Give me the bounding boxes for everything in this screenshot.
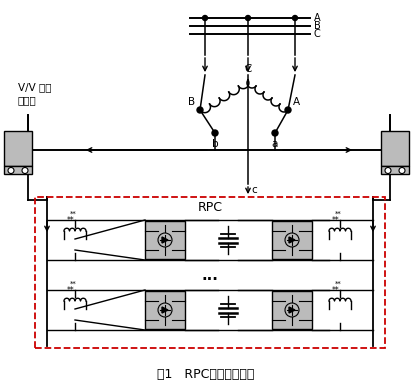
Bar xyxy=(4,165,32,174)
Circle shape xyxy=(385,167,391,174)
Bar xyxy=(4,131,32,165)
Circle shape xyxy=(22,167,28,174)
Text: C: C xyxy=(314,29,321,39)
Text: **: ** xyxy=(70,211,76,217)
Circle shape xyxy=(158,233,172,247)
Text: C: C xyxy=(244,64,252,74)
Bar xyxy=(272,291,312,329)
Circle shape xyxy=(272,130,278,136)
Bar xyxy=(35,197,385,348)
Text: V/V 牵引: V/V 牵引 xyxy=(18,82,52,92)
Text: **: ** xyxy=(332,286,340,295)
Circle shape xyxy=(202,16,207,20)
Text: 变压器: 变压器 xyxy=(18,95,37,105)
Text: ...: ... xyxy=(202,267,218,283)
Text: RPC: RPC xyxy=(197,201,223,214)
Text: **: ** xyxy=(70,281,76,287)
Text: B: B xyxy=(188,97,195,107)
Polygon shape xyxy=(289,307,295,313)
Text: A: A xyxy=(293,97,300,107)
Bar xyxy=(381,165,409,174)
Text: B: B xyxy=(314,21,321,31)
Circle shape xyxy=(245,16,251,20)
Text: **: ** xyxy=(67,216,75,225)
Text: **: ** xyxy=(67,286,75,295)
Bar xyxy=(145,291,185,329)
Circle shape xyxy=(8,167,14,174)
Polygon shape xyxy=(162,307,168,313)
Bar xyxy=(145,221,185,259)
Circle shape xyxy=(285,303,299,317)
Circle shape xyxy=(197,107,203,113)
Text: **: ** xyxy=(335,211,342,217)
Text: **: ** xyxy=(332,216,340,225)
Circle shape xyxy=(158,303,172,317)
Text: a: a xyxy=(272,139,278,149)
Bar xyxy=(381,131,409,165)
Bar xyxy=(272,221,312,259)
Text: A: A xyxy=(314,13,320,23)
Circle shape xyxy=(212,130,218,136)
Text: c: c xyxy=(251,185,257,195)
Circle shape xyxy=(399,167,405,174)
Text: b: b xyxy=(212,139,218,149)
Text: 图1   RPC综合补偿结构: 图1 RPC综合补偿结构 xyxy=(157,368,255,381)
Polygon shape xyxy=(289,237,295,243)
Polygon shape xyxy=(162,237,168,243)
Text: **: ** xyxy=(335,281,342,287)
Circle shape xyxy=(285,233,299,247)
Circle shape xyxy=(285,107,291,113)
Circle shape xyxy=(292,16,297,20)
